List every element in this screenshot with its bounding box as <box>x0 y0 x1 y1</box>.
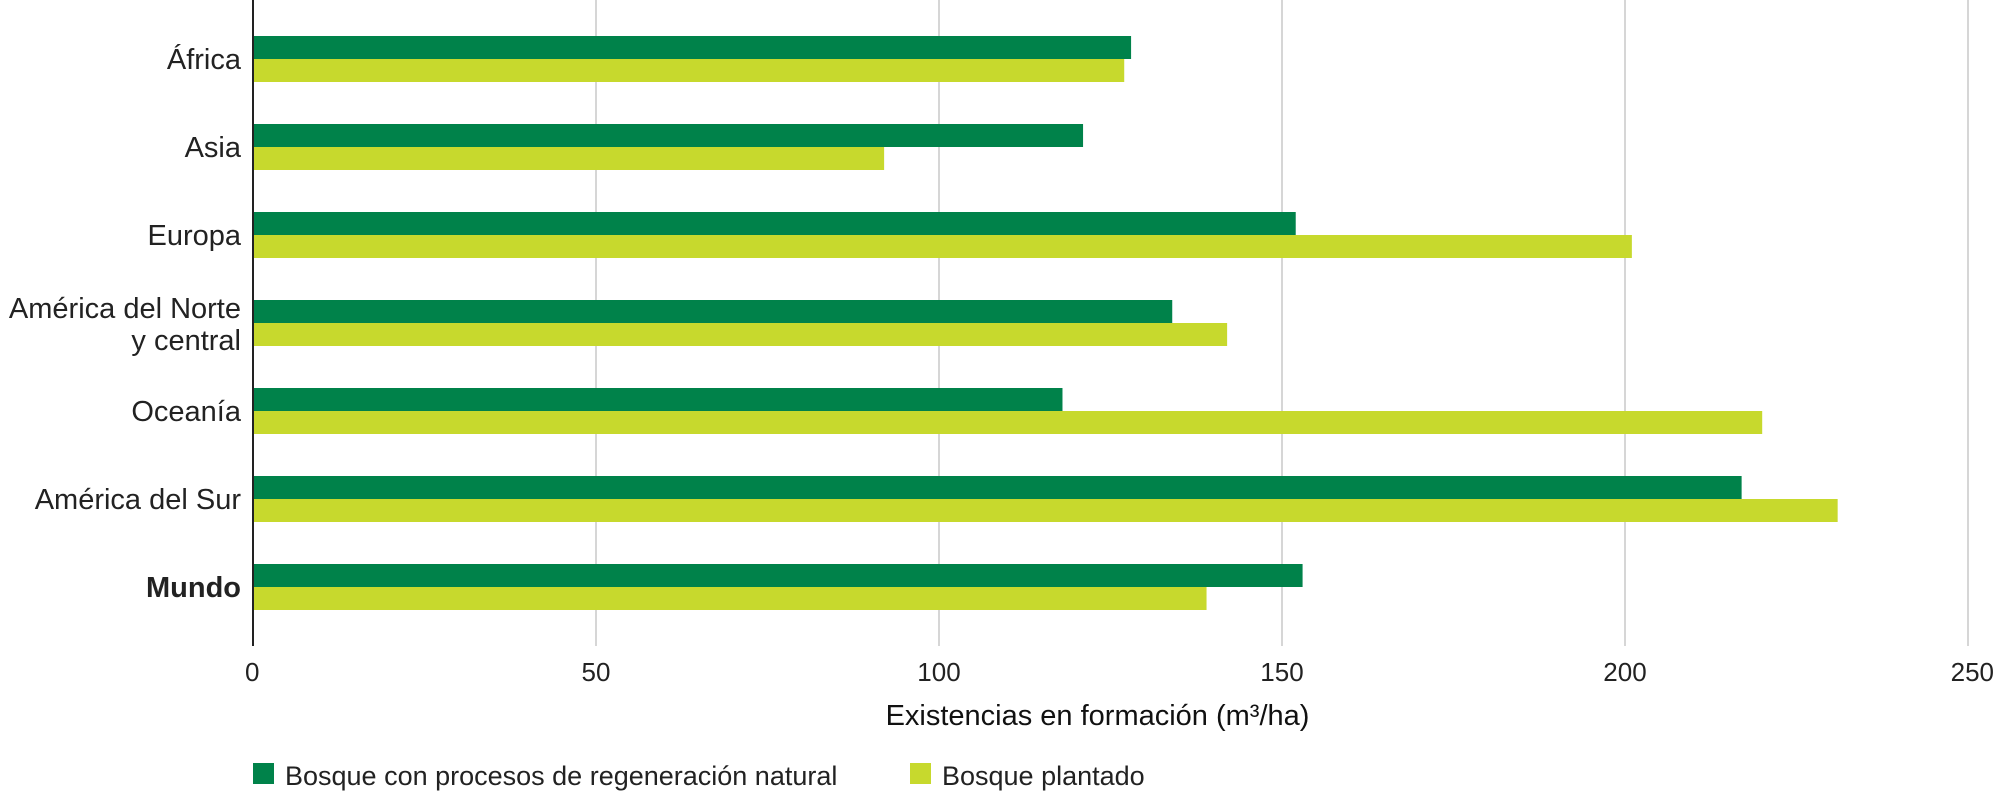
category-label-4: Oceanía <box>131 396 241 428</box>
category-label-1: Asia <box>185 132 242 164</box>
legend-swatch-plantado <box>910 763 931 784</box>
x-tick-label-50: 50 <box>582 657 611 687</box>
x-tick-label-250: 250 <box>1951 657 1994 687</box>
bar-plantado-5 <box>253 499 1838 522</box>
bar-natural-1 <box>253 124 1084 147</box>
grid-lines <box>595 0 1969 646</box>
bar-natural-3 <box>253 300 1173 323</box>
bar-natural-2 <box>253 212 1296 235</box>
legend-label-plantado: Bosque plantado <box>942 761 1145 791</box>
x-tick-labels: 0 50 100 150 200 250 <box>245 657 1994 687</box>
bar-plantado-4 <box>253 411 1763 434</box>
x-tick-label-0: 0 <box>245 657 259 687</box>
x-tick-label-100: 100 <box>917 657 960 687</box>
bar-plantado-2 <box>253 235 1632 258</box>
bar-plantado-0 <box>253 59 1125 82</box>
x-tick-label-150: 150 <box>1260 657 1303 687</box>
category-label-2: Europa <box>147 220 241 252</box>
bar-plantado-1 <box>253 147 885 170</box>
category-labels: África Asia Europa América del Norte y centr… <box>9 43 242 604</box>
x-axis-title: Existencias en formación (m³/ha) <box>886 700 1310 732</box>
bar-plantado-3 <box>253 323 1228 346</box>
category-label-3: América del Norte y central <box>9 293 241 357</box>
bar-natural-6 <box>253 564 1303 587</box>
bar-natural-5 <box>253 476 1742 499</box>
legend-swatch-natural <box>253 763 274 784</box>
category-label-5: América del Sur <box>35 484 242 516</box>
bar-natural-4 <box>253 388 1063 411</box>
x-tick-label-200: 200 <box>1603 657 1646 687</box>
bar-plantado-6 <box>253 587 1207 610</box>
legend-label-natural: Bosque con procesos de regeneración natu… <box>285 761 837 791</box>
bar-natural-0 <box>253 36 1132 59</box>
legend: Bosque con procesos de regeneración natu… <box>253 761 1145 791</box>
category-label-0: África <box>167 43 242 76</box>
bars <box>253 36 1838 610</box>
category-label-6: Mundo <box>146 572 241 604</box>
